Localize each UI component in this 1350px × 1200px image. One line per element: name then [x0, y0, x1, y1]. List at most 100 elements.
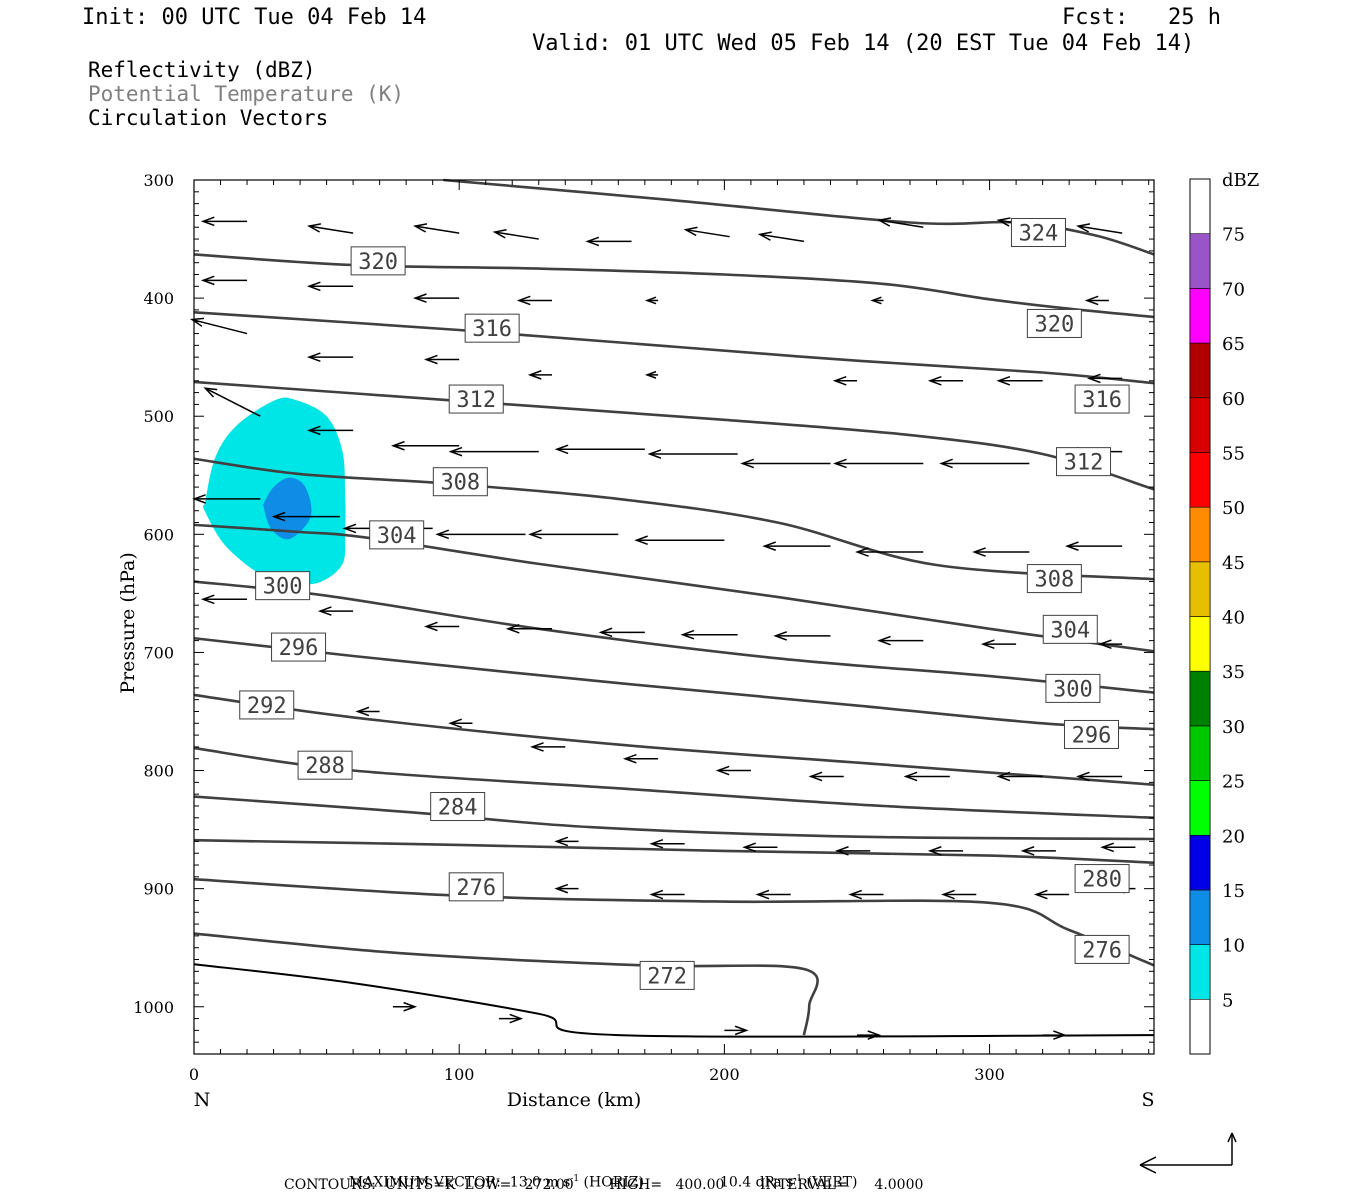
- contour-label-box: [639, 960, 695, 990]
- wind-vector: [505, 623, 553, 634]
- contour-label: 276: [1082, 938, 1122, 963]
- max-vector-note: MAXIMUM VECTOR: 13.0 m s-1 (HORIZ) 10.4 d…: [348, 1174, 858, 1191]
- wind-vector: [424, 354, 460, 365]
- y-tick-label: 600: [143, 525, 174, 544]
- colorbar-swatch: [1189, 834, 1211, 891]
- wind-vector: [808, 771, 844, 782]
- wind-vector: [740, 458, 831, 469]
- wind-vector: [306, 281, 354, 292]
- reference-vector-icon: [1139, 1132, 1237, 1174]
- colorbar-title: dBZ: [1222, 170, 1259, 191]
- colorbar-swatch: [1189, 288, 1211, 344]
- wind-vector: [649, 889, 685, 900]
- wind-vector: [435, 529, 526, 540]
- colorbar-swatch: [1189, 889, 1211, 945]
- theta-contour-surface: [193, 963, 1155, 1038]
- wind-vector: [1084, 295, 1109, 306]
- contour-label: 312: [456, 388, 496, 413]
- north-label: N: [194, 1089, 211, 1111]
- y-tick-label: 300: [143, 171, 174, 190]
- x-tick-label: 300: [974, 1065, 1005, 1084]
- contour-label-box: [432, 467, 488, 497]
- contour-label-layer: 324 320 320 316 316 312 312 308 308 304 304 300 300 2…: [239, 218, 1130, 990]
- colorbar-swatch: [1189, 616, 1211, 672]
- colorbar-label: 75: [1222, 225, 1245, 246]
- wind-vector: [1064, 541, 1123, 551]
- contour-label: 320: [358, 250, 398, 275]
- colorbar-label: 40: [1222, 608, 1245, 629]
- y-tick-label: 700: [143, 643, 174, 662]
- wind-vector: [724, 1025, 749, 1036]
- colorbar: 5 10 15 20 25 30 35 40 45 50 55 60 65 70 75 dBZ: [1189, 170, 1259, 1055]
- wind-vector: [598, 627, 645, 638]
- theta-contour-276: [193, 877, 1155, 967]
- y-tick-label: 400: [143, 289, 174, 308]
- y-tick-label: 900: [143, 880, 174, 899]
- contour-label: 292: [247, 694, 287, 719]
- wind-vector: [413, 293, 460, 303]
- contour-label: 300: [263, 575, 303, 600]
- wind-vector: [200, 216, 248, 227]
- colorbar-swatch: [1189, 725, 1211, 781]
- contour-label-box: [1042, 614, 1098, 644]
- colorbar-label: 55: [1222, 443, 1245, 464]
- contour-label: 300: [1053, 677, 1093, 702]
- wind-vector: [530, 742, 566, 752]
- contour-label-box: [1026, 564, 1082, 594]
- colorbar-swatch: [1189, 397, 1211, 453]
- wind-vector: [448, 446, 539, 457]
- wind-vector: [927, 375, 964, 386]
- y-axis-label: Pressure (hPa): [117, 552, 139, 694]
- wind-vector: [941, 889, 977, 900]
- wind-vector: [306, 223, 354, 234]
- contour-label-box: [297, 750, 353, 780]
- contour-label-box: [448, 872, 504, 902]
- contour-label: 320: [1034, 312, 1074, 337]
- y-tick-label: 800: [143, 762, 174, 781]
- contour-label-box: [448, 384, 504, 414]
- valid-time: Valid: 01 UTC Wed 05 Feb 14 (20 EST Tue …: [532, 31, 1195, 56]
- wind-vector: [634, 535, 725, 546]
- wind-vector: [1086, 373, 1123, 384]
- colorbar-label: 50: [1222, 498, 1245, 519]
- wind-vector: [516, 295, 553, 306]
- colorbar-label: 60: [1222, 389, 1245, 410]
- contour-label: 324: [1019, 222, 1059, 247]
- wind-vector: [306, 425, 354, 436]
- wind-vector: [189, 317, 248, 335]
- wind-vector: [391, 440, 460, 451]
- wind-vector: [554, 883, 579, 894]
- wind-vector: [200, 594, 248, 605]
- wind-vector: [1097, 639, 1123, 649]
- contour-label: 312: [1064, 451, 1104, 476]
- wind-vector: [715, 765, 751, 776]
- contour-label: 296: [279, 636, 319, 661]
- contour-label-box: [271, 632, 327, 662]
- contour-label: 304: [377, 524, 417, 549]
- contour-label-box: [1063, 719, 1119, 749]
- colorbar-label: 25: [1222, 772, 1245, 793]
- wind-vector: [742, 842, 778, 853]
- wind-vector: [1100, 842, 1136, 853]
- colorbar-label: 20: [1222, 826, 1245, 847]
- wind-vector: [1033, 889, 1070, 900]
- theta-contour-272: [193, 932, 819, 1036]
- colorbar-label: 15: [1222, 881, 1245, 902]
- contour-label: 272: [647, 964, 687, 989]
- theta-contour-284: [193, 795, 1155, 841]
- wind-vector: [870, 296, 884, 305]
- theta-contour-280: [193, 838, 1155, 864]
- wind-vector: [392, 1001, 418, 1012]
- wind-vector: [877, 217, 924, 228]
- wind-vector: [996, 771, 1043, 782]
- contour-label-box: [464, 313, 520, 343]
- contour-label: 316: [1082, 388, 1122, 413]
- x-axis-label: Distance (km): [507, 1089, 642, 1111]
- theta-contour-296: [193, 636, 1155, 731]
- wind-vector: [448, 718, 473, 729]
- colorbar-swatch: [1189, 561, 1211, 617]
- wind-vector: [903, 771, 950, 782]
- contour-label: 304: [1050, 618, 1090, 643]
- wind-vector: [200, 275, 248, 286]
- y-tick-label: 500: [143, 407, 174, 426]
